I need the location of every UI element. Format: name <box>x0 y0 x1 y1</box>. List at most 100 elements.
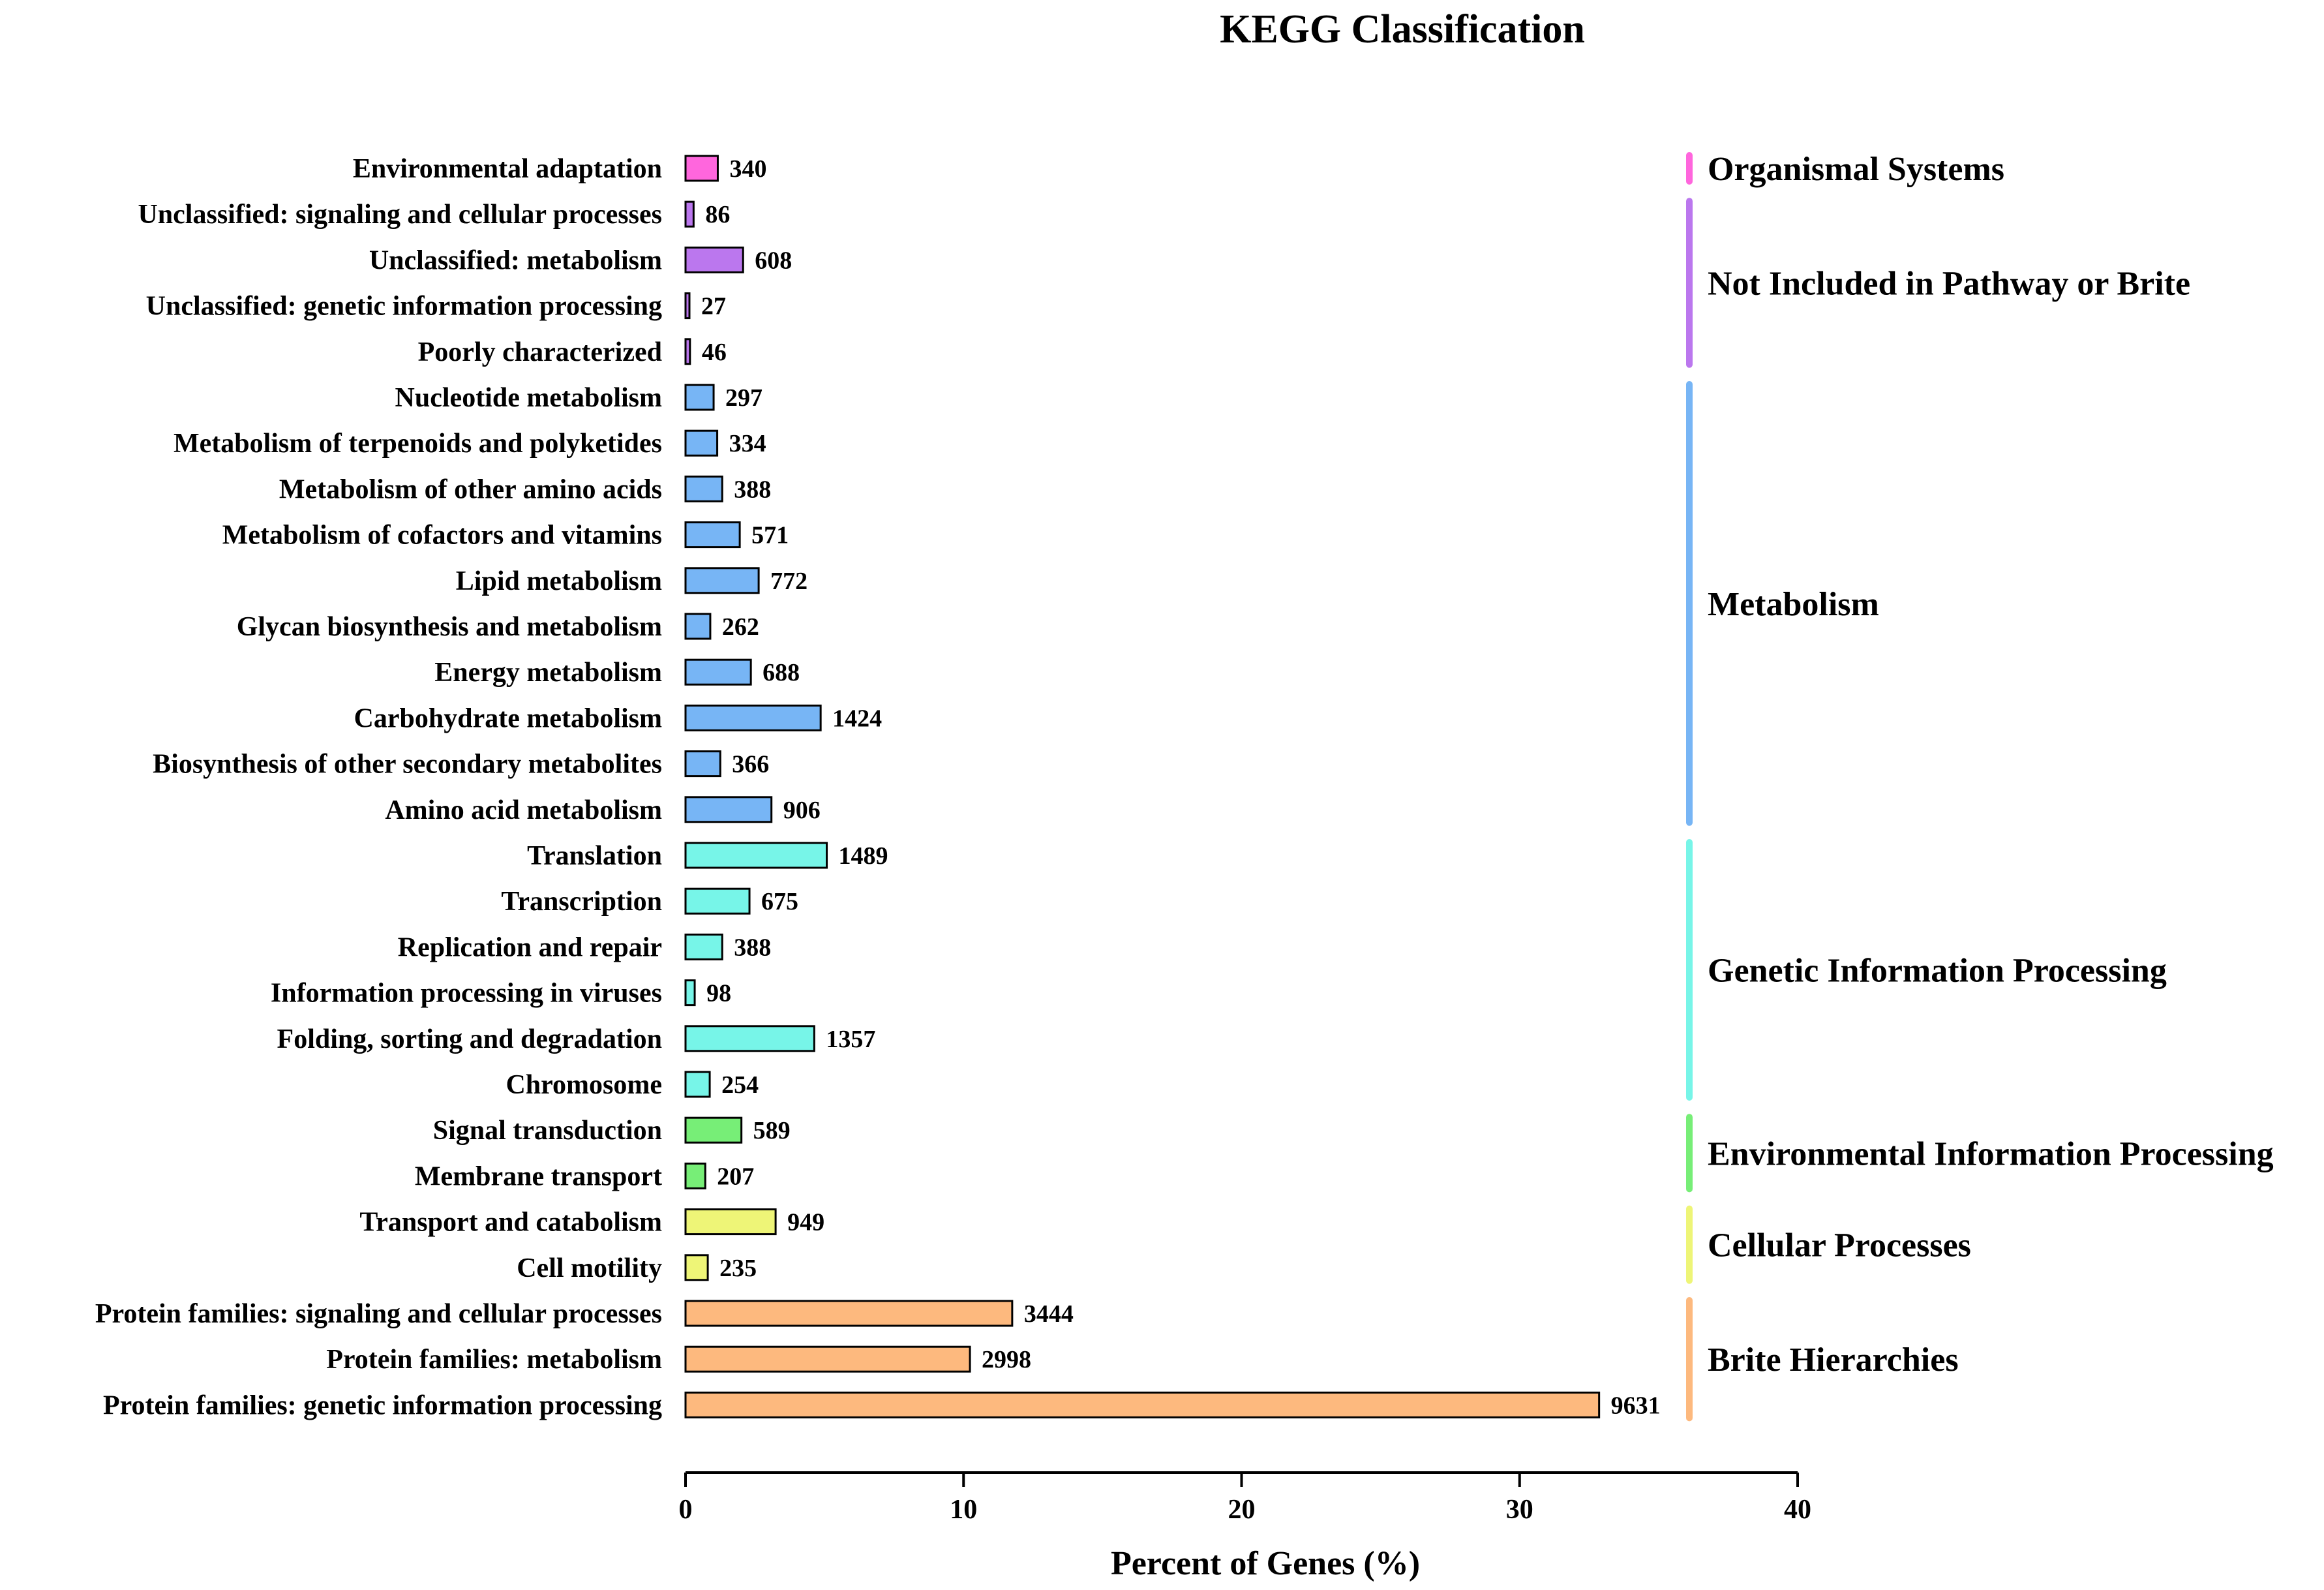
chart-title: KEGG Classification <box>1220 7 1585 52</box>
category-groups: Organismal Systems Not Included in Pathwa… <box>1686 151 2274 1422</box>
category-label: Membrane transport <box>415 1161 662 1191</box>
group-label: Not Included in Pathway or Brite <box>1708 266 2190 303</box>
category-label: Signal transduction <box>433 1116 662 1146</box>
x-axis: 0 10 20 30 40 <box>679 1471 1811 1525</box>
bar <box>684 475 723 502</box>
x-tick-label: 10 <box>950 1495 977 1525</box>
bar-value-label: 608 <box>755 247 792 274</box>
category-label: Protein families: signaling and cellular… <box>95 1299 662 1329</box>
group-label: Environmental Information Processing <box>1708 1135 2274 1172</box>
bar-value-label: 906 <box>783 797 821 824</box>
bar <box>684 979 696 1007</box>
category-label: Transport and catabolism <box>359 1208 662 1238</box>
bar <box>684 750 721 778</box>
category-label: Unclassified: genetic information proces… <box>146 292 662 322</box>
bar <box>684 1300 1014 1327</box>
category-label: Glycan biosynthesis and metabolism <box>237 612 662 642</box>
x-tick-label: 30 <box>1506 1495 1533 1525</box>
bar-value-label: 2998 <box>982 1346 1031 1373</box>
category-label: Metabolism of terpenoids and polyketides <box>174 429 662 459</box>
category-label: Amino acid metabolism <box>385 795 662 825</box>
bar-value-label: 1489 <box>839 842 888 870</box>
bar <box>684 658 752 686</box>
bar <box>684 155 719 182</box>
category-label: Metabolism of cofactors and vitamins <box>222 521 662 551</box>
bar-value-label: 366 <box>732 751 769 778</box>
bar-value-label: 297 <box>725 384 762 412</box>
bar <box>684 1208 777 1236</box>
category-label: Translation <box>527 841 662 871</box>
bar-value-label: 589 <box>753 1117 791 1144</box>
group-label: Organismal Systems <box>1708 151 2004 188</box>
bar <box>684 1254 709 1281</box>
bar <box>684 1025 815 1052</box>
category-label: Carbohydrate metabolism <box>354 703 662 733</box>
bar <box>684 613 712 640</box>
category-label: Protein families: metabolism <box>326 1345 662 1375</box>
category-label: Replication and repair <box>398 932 662 962</box>
bar-value-label: 1357 <box>826 1026 875 1053</box>
category-label: Unclassified: signaling and cellular pro… <box>138 200 662 230</box>
bar <box>684 704 822 731</box>
bar <box>684 567 760 594</box>
bar-value-label: 340 <box>729 155 766 183</box>
category-label: Lipid metabolism <box>456 566 662 596</box>
category-label: Transcription <box>501 887 662 917</box>
bar-value-label: 9631 <box>1611 1392 1661 1419</box>
group-label: Cellular Processes <box>1708 1227 1971 1264</box>
bar-value-label: 1424 <box>832 705 882 732</box>
group-label: Metabolism <box>1708 586 1879 623</box>
bar <box>684 1345 971 1373</box>
bar <box>684 200 695 228</box>
bar-value-label: 3444 <box>1024 1300 1074 1328</box>
group-label: Brite Hierarchies <box>1708 1341 1959 1379</box>
bar <box>684 521 741 549</box>
category-label: Folding, sorting and degradation <box>277 1024 662 1054</box>
bar <box>684 1116 743 1144</box>
bar <box>684 933 723 960</box>
category-label: Metabolism of other amino acids <box>279 474 662 504</box>
category-label: Environmental adaptation <box>353 154 662 184</box>
bar <box>684 1071 711 1098</box>
bar-value-label: 388 <box>734 476 771 503</box>
bar <box>684 842 828 869</box>
bar <box>684 246 744 273</box>
category-label: Chromosome <box>506 1070 662 1100</box>
category-label: Biosynthesis of other secondary metaboli… <box>153 750 662 780</box>
bar <box>684 384 715 411</box>
bar-value-label: 86 <box>705 201 730 228</box>
x-tick-label: 0 <box>679 1495 693 1525</box>
category-label: Protein families: genetic information pr… <box>103 1390 662 1420</box>
bar-value-label: 388 <box>734 934 771 961</box>
bar-value-label: 207 <box>717 1163 754 1190</box>
bar <box>684 338 691 365</box>
bar <box>684 1391 1601 1418</box>
bar-value-label: 949 <box>787 1209 824 1236</box>
bar-value-label: 772 <box>770 568 807 595</box>
bar-value-label: 98 <box>706 980 731 1007</box>
category-label: Poorly characterized <box>418 337 662 367</box>
bar-value-label: 262 <box>722 613 759 641</box>
bar-value-label: 235 <box>719 1255 757 1282</box>
x-axis-title: Percent of Genes (%) <box>1111 1545 1420 1582</box>
bar <box>684 1162 706 1189</box>
category-label: Energy metabolism <box>434 658 662 688</box>
group-label: Genetic Information Processing <box>1708 953 2167 990</box>
bar <box>684 292 691 320</box>
bar-value-label: 254 <box>721 1071 759 1099</box>
bar <box>684 796 773 823</box>
x-tick-label: 40 <box>1784 1495 1811 1525</box>
bar-value-label: 27 <box>701 293 726 320</box>
bar-value-label: 675 <box>761 888 798 915</box>
bar <box>684 429 719 457</box>
bar-value-label: 334 <box>729 430 766 457</box>
x-tick-label: 20 <box>1228 1495 1256 1525</box>
bar-value-label: 571 <box>751 522 789 549</box>
category-label: Unclassified: metabolism <box>369 245 662 275</box>
bars-layer: Environmental adaptation 340 Unclassified:… <box>95 154 1661 1420</box>
category-label: Information processing in viruses <box>271 979 662 1009</box>
category-label: Nucleotide metabolism <box>395 383 662 413</box>
bar-value-label: 688 <box>762 659 800 686</box>
bar <box>684 887 751 915</box>
